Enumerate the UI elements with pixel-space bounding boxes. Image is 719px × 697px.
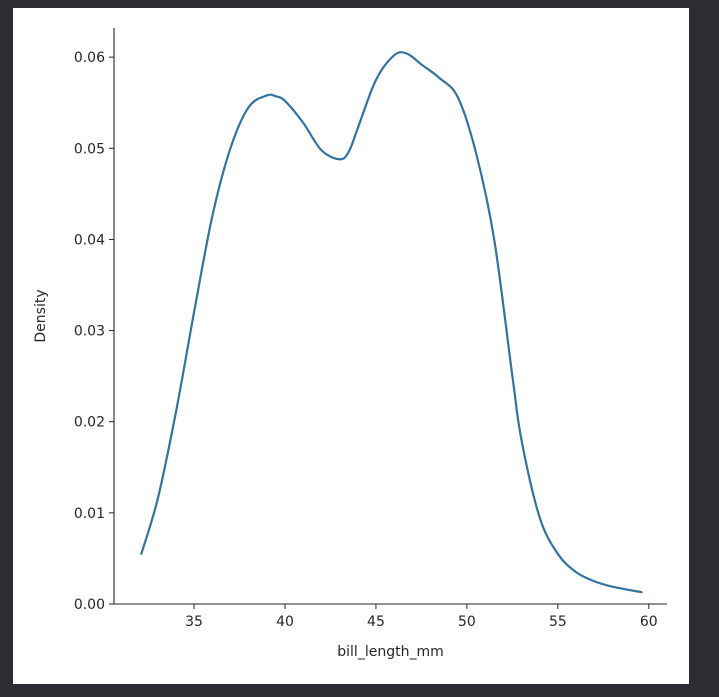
y-tick-label: 0.04 — [74, 232, 105, 248]
y-tick-label: 0.01 — [74, 506, 105, 522]
y-axis-label: Density — [33, 289, 49, 342]
kde-density-line — [140, 51, 643, 594]
density-chart: 35 40 45 50 55 60 0.000.010.020.030.040.050.0… — [33, 28, 667, 660]
y-tick-label: 0.00 — [74, 597, 105, 613]
y-tick-label: 0.05 — [74, 141, 105, 157]
y-tick-label: 0.02 — [74, 415, 105, 431]
x-tick-label: 40 — [276, 614, 294, 630]
x-axis-label: bill_length_mm — [337, 644, 443, 660]
x-tick-label: 50 — [458, 614, 476, 630]
x-axis-ticks: 35 40 45 50 55 60 — [185, 604, 658, 630]
x-tick-label: 60 — [640, 614, 658, 630]
x-tick-label: 55 — [549, 614, 567, 630]
y-tick-label: 0.06 — [74, 50, 105, 66]
figure-canvas: 35 40 45 50 55 60 0.00 0.01 0.02 0.03 0.04 0.05 0.0… — [13, 8, 689, 684]
x-tick-label: 45 — [367, 614, 385, 630]
x-tick-label: 35 — [185, 614, 203, 630]
y-tick-label: 0.03 — [74, 324, 105, 340]
y-axis-ticks: 0.00 0.01 0.02 0.03 0.04 0.05 0.06 — [74, 50, 114, 613]
axes — [113, 28, 667, 605]
